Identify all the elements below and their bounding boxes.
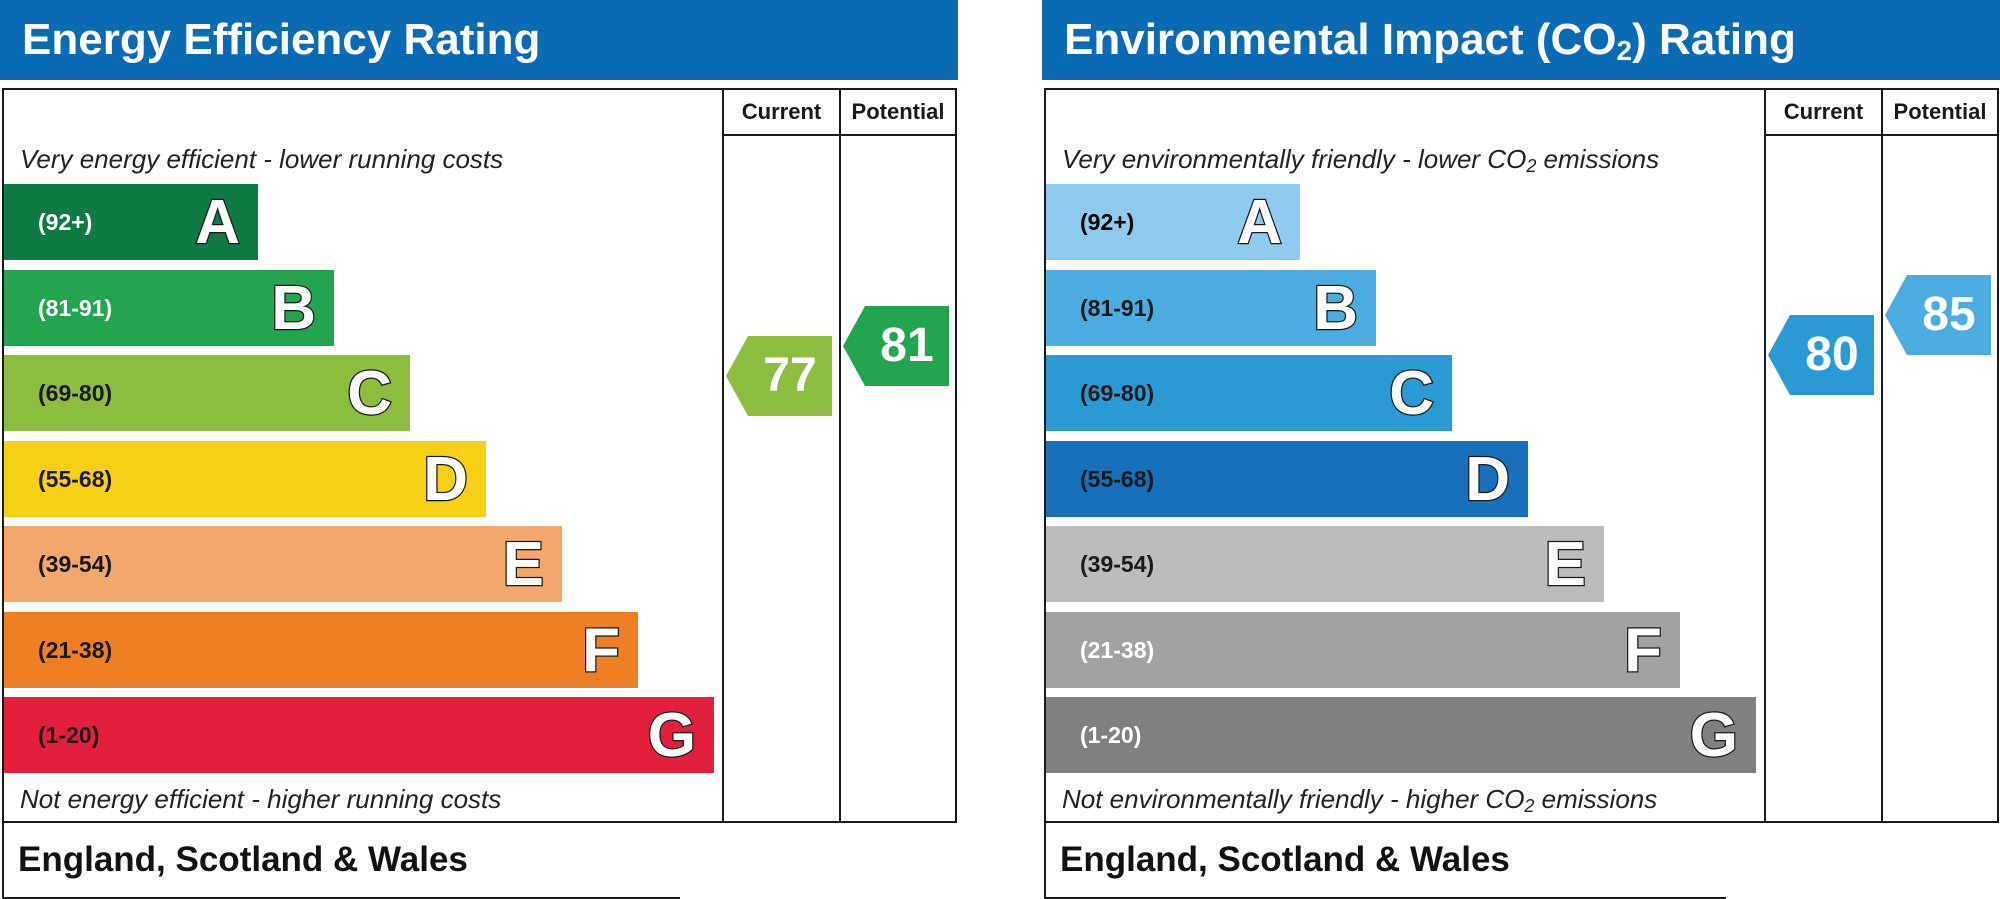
panel-title-end: ) Rating: [1632, 15, 1796, 64]
panel-title-text: Environmental Impact (CO: [1064, 15, 1617, 64]
band-b: (81-91) B: [4, 269, 334, 346]
panel-title: Energy Efficiency Rating: [0, 0, 958, 80]
header-divider: [1764, 134, 1999, 136]
band-g: (1-20) G: [4, 697, 714, 773]
band-letter: F: [1623, 614, 1663, 686]
marker-current: 80: [1768, 315, 1876, 395]
bottom-caption-subscript: 2: [1524, 796, 1535, 816]
marker-arrow: [1885, 275, 1991, 355]
marker-arrow-shape: [843, 306, 949, 386]
column-divider: [839, 88, 841, 823]
band-c: (69-80) C: [4, 355, 410, 431]
band-g: (1-20) G: [1046, 697, 1756, 773]
band-letter: G: [647, 700, 698, 772]
band-e: (39-54) E: [1046, 526, 1604, 602]
band-range-label: (92+): [38, 209, 93, 235]
band-range-label: (39-54): [1080, 551, 1155, 577]
marker-arrow: [843, 306, 949, 386]
chart-frame: [1044, 88, 1999, 823]
energy-efficiency-panel: Energy Efficiency Rating Current Potenti…: [0, 0, 958, 899]
band-c: (69-80) C: [1046, 355, 1452, 431]
bottom-caption-text: Not energy efficient - higher running co…: [20, 784, 502, 814]
band-range-label: (69-80): [38, 380, 113, 406]
footer-text: England, Scotland & Wales: [1060, 840, 1510, 879]
band-d: (55-68) D: [4, 440, 486, 517]
header-divider: [722, 134, 957, 136]
marker-arrow-shape: [1768, 315, 1874, 395]
band-range-label: (55-68): [38, 465, 113, 492]
top-caption: Very energy efficient - lower running co…: [20, 144, 503, 175]
band-range-label: (92+): [1080, 209, 1135, 235]
marker-value: 77: [763, 349, 817, 402]
band-range-label: (55-68): [1080, 465, 1155, 492]
column-header-potential: Potential: [1893, 99, 1987, 124]
top-caption-end: emissions: [1536, 144, 1660, 174]
panel-title-subscript: 2: [1616, 35, 1633, 66]
column-header-current: Current: [1783, 99, 1864, 124]
band-letter: F: [581, 614, 621, 686]
column-header-potential: Potential: [851, 99, 945, 124]
panel-title-text: Energy Efficiency Rating: [22, 15, 541, 64]
band-letter: E: [501, 529, 545, 601]
marker-potential: 85: [1885, 275, 1993, 355]
marker-value: 81: [880, 319, 934, 372]
marker-arrow-shape: [726, 336, 832, 416]
top-caption-text: Very energy efficient - lower running co…: [20, 144, 504, 174]
band-d: (55-68) D: [1046, 440, 1528, 517]
bottom-caption-end: emissions: [1534, 784, 1658, 814]
band-letter: G: [1689, 700, 1740, 772]
band-letter: E: [1543, 529, 1587, 601]
band-letter: B: [270, 272, 317, 344]
chart-frame: [2, 88, 957, 823]
band-letter: B: [1312, 272, 1359, 344]
bottom-caption: Not environmentally friendly - higher CO…: [1062, 784, 1657, 815]
band-letter: C: [1388, 358, 1435, 430]
band-f: (21-38) F: [4, 611, 638, 688]
band-range-label: (69-80): [1080, 380, 1155, 406]
marker-potential: 81: [843, 306, 951, 386]
top-caption-subscript: 2: [1526, 156, 1537, 176]
footer-text: England, Scotland & Wales: [18, 840, 468, 879]
column-divider: [1881, 88, 1883, 823]
marker-arrow: [726, 336, 832, 416]
band-letter: A: [1236, 187, 1283, 259]
top-caption: Very environmentally friendly - lower CO…: [1062, 144, 1659, 175]
band-letter: D: [422, 443, 469, 515]
band-range-label: (21-38): [38, 636, 113, 663]
band-a: (92+) A: [1046, 184, 1300, 260]
band-range-label: (21-38): [1080, 636, 1155, 663]
band-range-label: (1-20): [1080, 722, 1142, 748]
footer: England, Scotland & Wales: [2, 823, 680, 899]
marker-value: 80: [1805, 328, 1859, 381]
band-range-label: (1-20): [38, 722, 100, 748]
band-letter: D: [1464, 443, 1511, 515]
band-e: (39-54) E: [4, 526, 562, 602]
band-b: (81-91) B: [1046, 269, 1376, 346]
band-letter: A: [194, 187, 241, 259]
band-a: (92+) A: [4, 184, 258, 260]
band-range-label: (39-54): [38, 551, 113, 577]
band-f: (21-38) F: [1046, 611, 1680, 688]
top-caption-text: Very environmentally friendly - lower CO: [1062, 144, 1527, 174]
band-letter: C: [346, 358, 393, 430]
marker-arrow-shape: [1885, 275, 1991, 355]
marker-arrow: [1768, 315, 1874, 395]
marker-value: 85: [1922, 288, 1976, 341]
band-range-label: (81-91): [1080, 294, 1155, 321]
column-header-current: Current: [741, 99, 822, 124]
bottom-caption-text: Not environmentally friendly - higher CO: [1062, 784, 1525, 814]
environmental-impact-panel: Environmental Impact (CO2) Rating Curren…: [1042, 0, 2000, 899]
marker-current: 77: [726, 336, 834, 416]
bottom-caption: Not energy efficient - higher running co…: [20, 784, 501, 815]
panel-title: Environmental Impact (CO2) Rating: [1042, 0, 2000, 80]
band-range-label: (81-91): [38, 294, 113, 321]
footer: England, Scotland & Wales: [1044, 823, 1726, 899]
column-divider: [722, 88, 724, 823]
column-divider: [1764, 88, 1766, 823]
